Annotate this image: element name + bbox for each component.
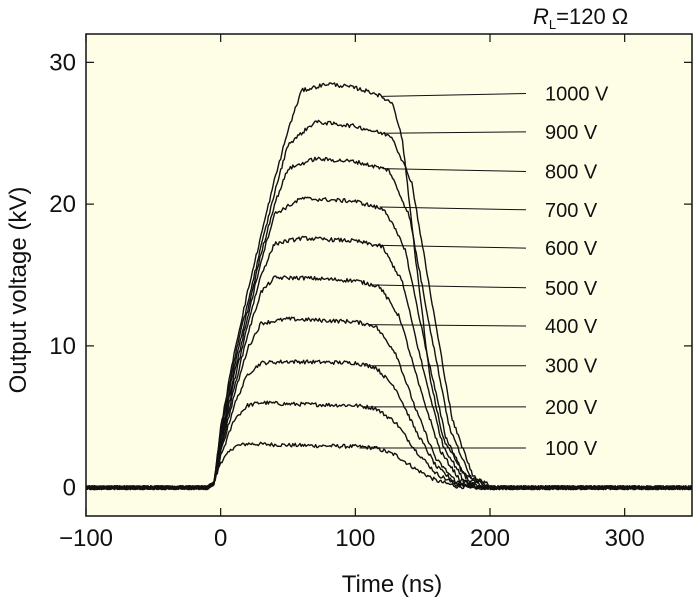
leader-line-600v: [375, 244, 527, 249]
series-label-600v: 600 V: [545, 238, 598, 260]
x-tick-label: 200: [470, 525, 510, 552]
x-axis-ticks: −100 0 100 200 300: [59, 34, 645, 552]
series-line-1000v: [85, 82, 693, 491]
y-axis-ticks: 0 10 20 30: [49, 49, 692, 502]
y-axis-title: Output voltage (kV): [5, 187, 32, 394]
series-label-400v: 400 V: [545, 316, 598, 338]
series-label-300v: 300 V: [545, 356, 598, 378]
load-resistance-value: =120 Ω: [556, 4, 628, 29]
series-label-200v: 200 V: [545, 397, 598, 419]
x-tick-label: 300: [605, 525, 645, 552]
leader-line-500v: [371, 284, 527, 289]
leader-line-700v: [379, 206, 527, 211]
x-tick-label: −100: [59, 525, 113, 552]
load-resistance-symbol: R: [533, 4, 549, 29]
series-layer: [85, 82, 693, 491]
x-tick-label: 100: [335, 525, 375, 552]
series-label-100v: 100 V: [545, 438, 598, 460]
series-label-900v: 900 V: [545, 122, 598, 144]
y-tick-label: 30: [49, 49, 76, 76]
leader-line-900v: [384, 131, 527, 134]
series-label-1000v: 1000 V: [545, 84, 609, 106]
series-label-500v: 500 V: [545, 278, 598, 300]
y-tick-label: 20: [49, 191, 76, 218]
leader-line-800v: [382, 168, 527, 173]
load-resistance-annotation: RL=120 Ω: [533, 4, 628, 32]
series-label-700v: 700 V: [545, 200, 598, 222]
label-leader-lines: 1000 V 900 V 800 V 700 V 600 V 500 V 400 V 300 …: [359, 84, 609, 460]
leader-line-1000v: [382, 93, 527, 97]
y-tick-label: 10: [49, 333, 76, 360]
y-tick-label: 0: [63, 475, 76, 502]
load-resistance-subscript: L: [549, 17, 556, 32]
series-line-900v: [85, 119, 693, 491]
plot-area: [86, 34, 692, 516]
plot-frame: [85, 33, 693, 517]
x-axis-title: Time (ns): [342, 571, 442, 598]
leader-line-400v: [368, 324, 527, 327]
series-label-800v: 800 V: [545, 162, 598, 184]
x-tick-label: 0: [214, 525, 227, 552]
